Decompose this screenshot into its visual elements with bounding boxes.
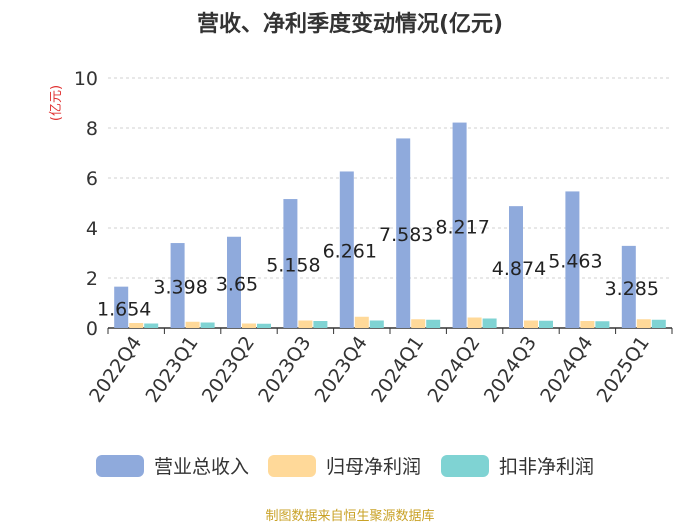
bar-layer (114, 122, 666, 328)
source-note: 制图数据来自恒生聚源数据库 (265, 509, 435, 524)
bar (565, 191, 580, 328)
x-tick-label: 2023Q4 (311, 332, 372, 406)
bar (200, 322, 215, 328)
bar (185, 321, 200, 328)
bar (452, 122, 467, 328)
data-label: 6.261 (323, 241, 377, 263)
bar (227, 236, 241, 328)
data-label: 3.65 (216, 273, 258, 295)
bar (651, 319, 666, 328)
y-tick-label: 0 (86, 318, 98, 340)
bar (369, 320, 384, 328)
bar (411, 319, 426, 328)
y-tick-label: 10 (74, 68, 98, 90)
bar (524, 320, 538, 328)
x-tick-label: 2023Q3 (254, 332, 315, 406)
data-label: 8.217 (435, 216, 489, 238)
x-tick-label: 2022Q4 (85, 332, 146, 406)
y-tick-label: 2 (86, 268, 98, 290)
y-tick-label: 8 (86, 118, 98, 140)
legend-label: 归母净利润 (326, 456, 421, 478)
bar (509, 206, 523, 328)
grid-layer (108, 77, 672, 279)
data-label: 3.285 (605, 278, 659, 300)
legend: 营业总收入 归母净利润 扣非净利润 (96, 455, 594, 478)
x-tick-label: 2024Q4 (536, 332, 597, 406)
bar (636, 319, 651, 328)
bar (339, 171, 354, 328)
bar (354, 316, 369, 328)
bar (129, 323, 144, 328)
bar (426, 319, 441, 328)
data-label: 1.654 (97, 298, 151, 320)
y-tick-label: 4 (86, 218, 98, 240)
bar (257, 323, 271, 328)
bar (144, 323, 159, 328)
bar (114, 286, 129, 328)
x-tick-label: 2024Q2 (423, 332, 484, 406)
data-label: 3.398 (153, 277, 207, 299)
x-tick-label: 2025Q1 (593, 332, 654, 406)
bar (283, 199, 298, 328)
bar (580, 321, 595, 328)
bar (482, 318, 497, 328)
legend-swatch (96, 455, 144, 477)
bar (298, 320, 313, 328)
legend-label: 营业总收入 (154, 456, 249, 478)
chart-title: 营收、净利季度变动情况(亿元) (196, 12, 504, 37)
legend-swatch (268, 455, 316, 477)
y-axis-label: (亿元) (49, 85, 64, 121)
legend-label: 扣非净利润 (499, 456, 594, 478)
data-label: 5.158 (266, 255, 320, 277)
legend-swatch (441, 455, 489, 477)
x-tick-label: 2024Q1 (367, 332, 428, 406)
bar (467, 317, 482, 328)
bar (621, 245, 636, 328)
y-tick-label: 6 (86, 168, 98, 190)
x-tick-label: 2023Q2 (198, 332, 259, 406)
data-label: 5.463 (548, 251, 602, 273)
data-label: 7.583 (379, 224, 433, 246)
bar (170, 243, 185, 328)
bar (595, 321, 610, 328)
bar (242, 323, 256, 328)
bar (313, 321, 328, 328)
bar (539, 320, 553, 328)
data-label: 4.874 (492, 258, 546, 280)
x-tick-label: 2024Q3 (480, 332, 541, 406)
bar (396, 138, 411, 328)
x-tick-label: 2023Q1 (141, 332, 202, 406)
